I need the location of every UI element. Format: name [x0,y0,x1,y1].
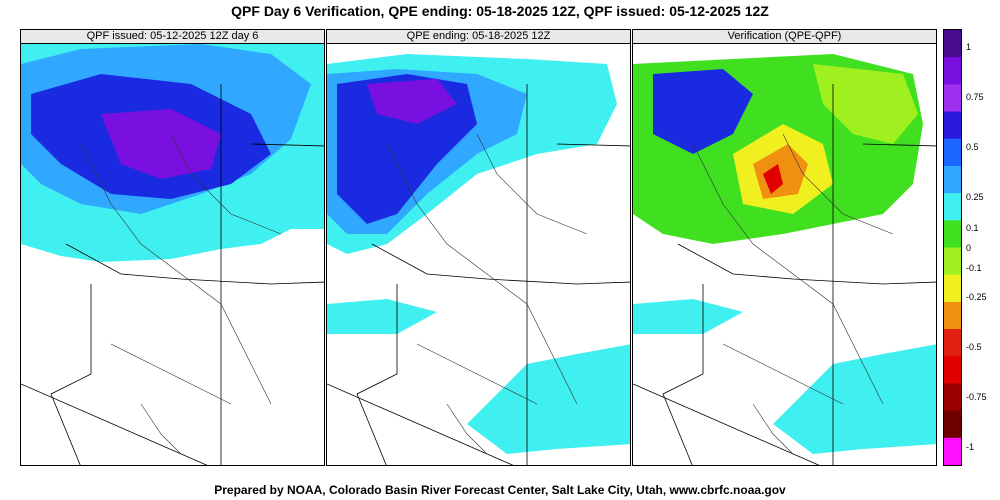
legend-swatch [944,301,961,330]
legend-tick-label: 0.25 [966,192,984,202]
legend-swatch [944,111,961,140]
verification-rivers [692,133,894,455]
verification-panel: Verification (QPE-QPF) [632,29,937,466]
verification-small-negative [813,64,918,144]
legend-swatch [944,57,961,85]
qpe-max-precip [367,79,457,124]
legend-tick-label: -0.5 [966,342,982,352]
footer-credit: Prepared by NOAA, Colorado Basin River F… [214,483,786,497]
legend-tick-label: 0 [966,243,972,253]
qpe-south-band [327,299,437,334]
legend-swatch [944,410,961,439]
legend-tick-label: -0.1 [966,263,982,273]
qpe-map [327,54,630,465]
qpe-southeast-band [467,344,630,454]
legend-tick-label: 0.75 [966,92,984,102]
qpf-max-precip [101,109,221,179]
legend-swatch [944,84,961,113]
qpe-rivers [386,133,588,455]
legend-swatch [944,274,961,303]
verification-south-band [633,299,743,334]
legend-colorbar [943,29,962,466]
qpf-panel: QPF issued: 05-12-2025 12Z day 6 [20,29,325,466]
legend-swatch [944,138,961,167]
legend-swatch [944,247,961,276]
legend-swatch [944,30,961,58]
legend-swatch [944,383,961,412]
qpf-map [21,44,324,465]
legend-swatch [944,165,961,194]
map-title: QPF Day 6 Verification, QPE ending: 05-1… [231,3,769,19]
legend-tick-label: 1 [966,42,972,52]
verification-southeast-band [773,344,936,454]
legend-tick-label: -0.25 [966,292,987,302]
verification-panel-label: Verification (QPE-QPF) [633,30,936,44]
verification-state-borders [633,84,936,465]
legend-swatches [944,30,961,465]
legend-tick-label: 0.5 [966,142,979,152]
qpf-rivers [80,133,282,455]
legend-tick-label: -1 [966,442,975,452]
verification-positive [653,69,753,154]
legend-swatch [944,329,961,357]
qpf-panel-label: QPF issued: 05-12-2025 12Z day 6 [21,30,324,44]
qpe-panel-label: QPE ending: 05-18-2025 12Z [327,30,630,44]
legend-tick-label: -0.75 [966,392,987,402]
verification-large-negative [753,144,808,199]
legend-swatch [944,437,961,465]
verification-map [633,54,936,465]
qpe-panel: QPE ending: 05-18-2025 12Z [326,29,631,466]
qpe-state-borders [327,84,630,465]
legend-tick-label: 0.1 [966,223,979,233]
qpf-state-borders [21,84,324,465]
legend-swatch [944,356,961,384]
verification-very-large-negative [763,164,783,194]
legend-swatch [944,193,961,221]
legend-swatch [944,220,961,248]
